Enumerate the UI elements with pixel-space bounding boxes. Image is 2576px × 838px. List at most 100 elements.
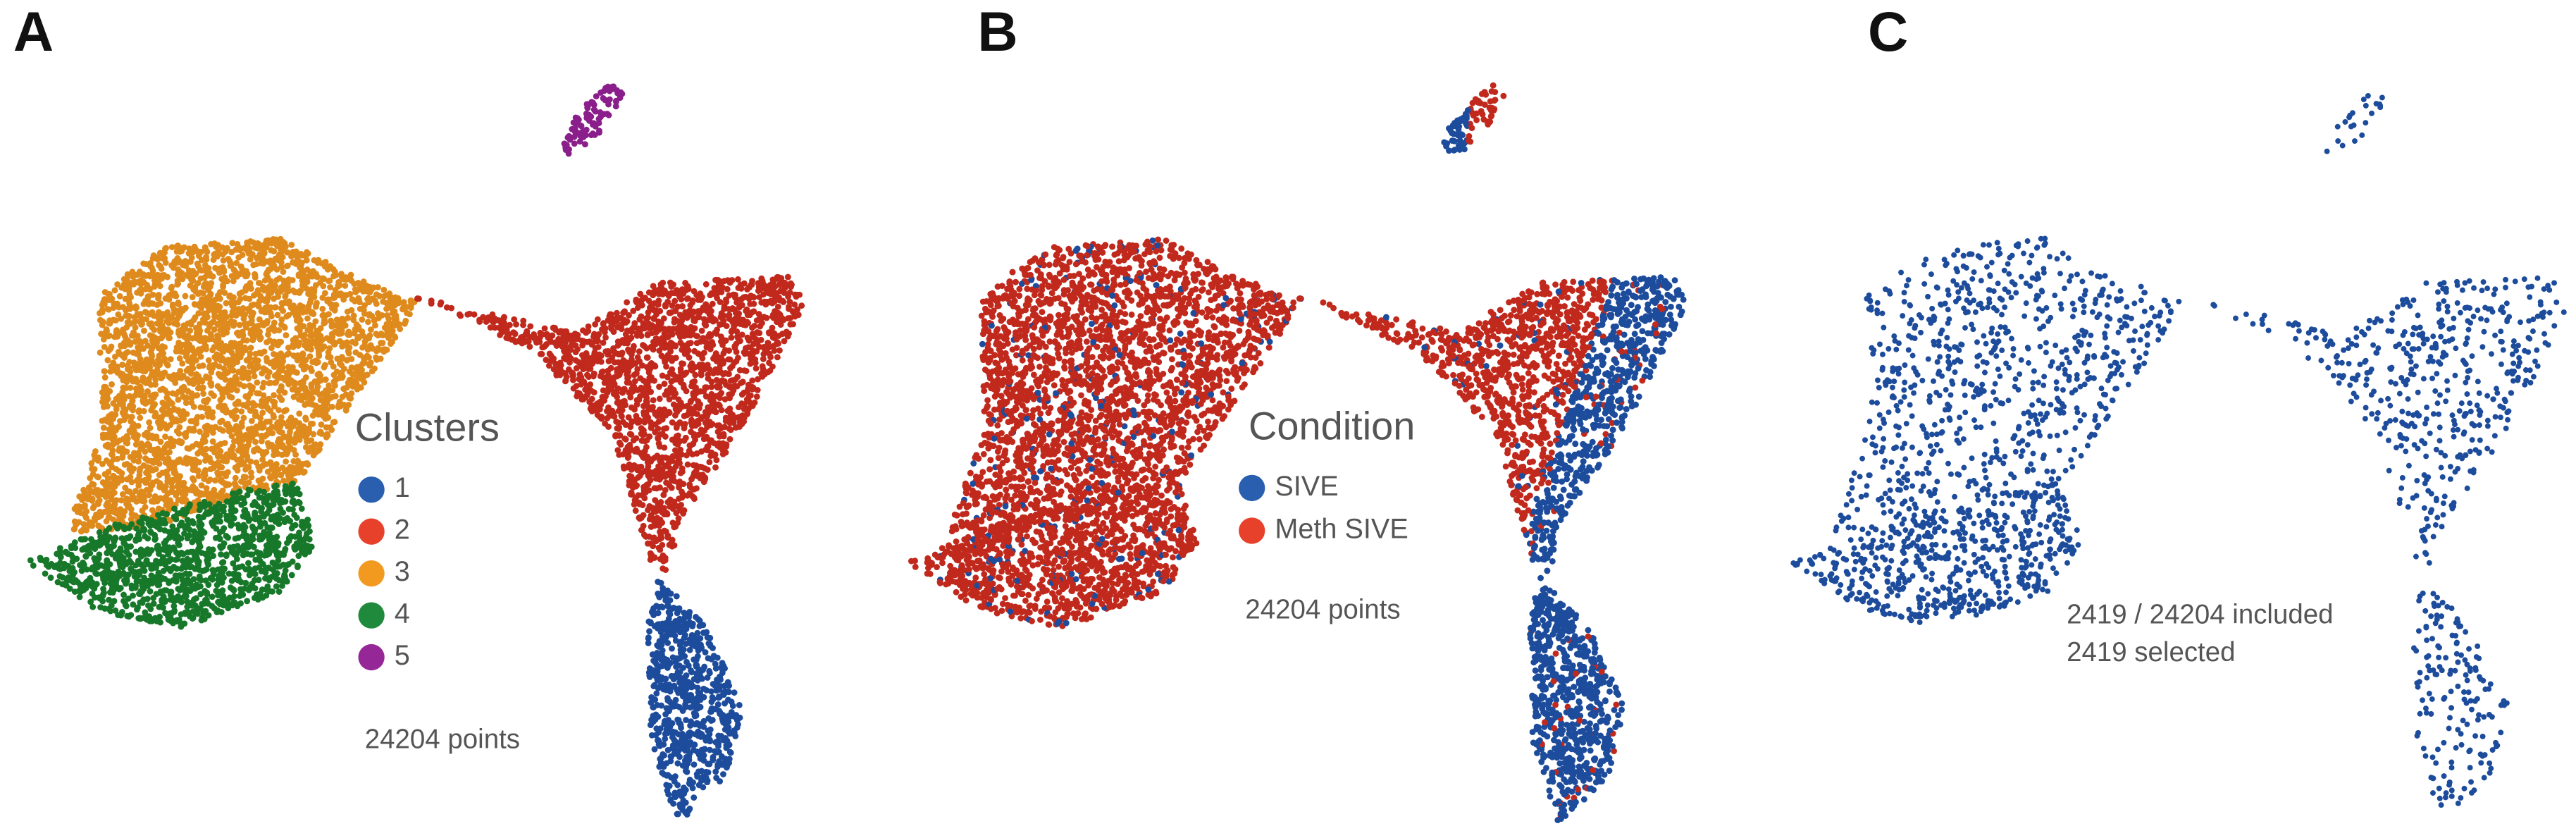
point xyxy=(264,510,271,517)
point xyxy=(201,339,208,346)
point xyxy=(227,584,234,591)
point xyxy=(197,429,203,435)
point xyxy=(129,269,136,276)
point xyxy=(187,586,194,593)
point xyxy=(317,325,324,332)
point xyxy=(310,452,317,459)
point xyxy=(165,397,172,404)
point xyxy=(194,335,201,343)
point xyxy=(99,574,106,581)
point xyxy=(262,304,269,312)
point xyxy=(89,481,96,488)
point xyxy=(264,396,271,403)
point xyxy=(124,488,131,495)
point xyxy=(250,543,257,550)
point xyxy=(110,456,117,463)
point xyxy=(215,572,222,579)
point xyxy=(282,300,288,306)
point xyxy=(271,304,278,311)
point xyxy=(249,400,256,407)
point xyxy=(185,365,192,372)
point xyxy=(141,392,148,399)
point xyxy=(259,594,266,601)
point xyxy=(147,311,154,318)
point xyxy=(210,553,217,560)
point xyxy=(139,588,146,595)
point xyxy=(396,321,402,328)
point xyxy=(94,499,101,505)
point xyxy=(211,393,217,400)
point xyxy=(219,528,226,535)
point xyxy=(95,522,102,529)
point xyxy=(290,352,297,359)
point xyxy=(91,466,98,473)
point xyxy=(690,379,697,386)
point xyxy=(197,404,204,411)
point xyxy=(207,574,214,581)
point xyxy=(163,537,170,544)
point xyxy=(275,419,282,426)
point xyxy=(223,551,230,558)
point xyxy=(283,450,290,457)
point xyxy=(338,330,345,337)
point xyxy=(154,366,161,374)
point xyxy=(112,555,119,562)
point xyxy=(166,292,173,299)
point xyxy=(97,508,104,515)
point xyxy=(158,451,165,458)
point xyxy=(69,565,76,572)
point xyxy=(150,594,157,601)
point xyxy=(278,383,285,390)
point xyxy=(275,342,281,349)
point xyxy=(100,424,107,431)
point xyxy=(82,553,89,560)
point xyxy=(312,441,319,448)
point xyxy=(666,396,673,402)
point xyxy=(200,514,207,521)
point xyxy=(340,386,347,393)
point xyxy=(245,426,252,433)
point xyxy=(111,489,118,496)
point xyxy=(151,326,158,333)
point xyxy=(259,432,266,439)
point xyxy=(104,442,111,448)
point xyxy=(297,380,304,386)
point xyxy=(267,278,274,285)
point xyxy=(250,292,257,299)
point xyxy=(383,346,390,353)
point xyxy=(291,439,298,446)
point xyxy=(244,598,251,605)
point xyxy=(213,443,220,450)
point xyxy=(123,534,130,541)
point xyxy=(378,340,385,346)
point xyxy=(219,487,226,494)
point xyxy=(144,440,151,448)
point xyxy=(340,323,347,330)
point xyxy=(270,497,277,504)
point xyxy=(235,348,242,355)
point xyxy=(252,350,259,357)
point xyxy=(328,426,335,433)
point xyxy=(177,598,184,605)
point xyxy=(391,315,398,322)
point xyxy=(101,343,108,350)
point xyxy=(149,291,156,298)
point xyxy=(135,557,142,565)
point xyxy=(753,365,760,372)
point xyxy=(265,426,272,433)
point xyxy=(256,553,263,560)
point xyxy=(325,396,332,402)
point xyxy=(280,277,287,284)
point xyxy=(247,407,254,414)
point xyxy=(767,367,774,374)
point xyxy=(167,356,174,363)
point xyxy=(209,409,216,416)
point xyxy=(268,345,275,352)
point xyxy=(123,385,130,391)
point xyxy=(184,535,191,542)
point xyxy=(245,320,252,327)
point xyxy=(227,447,234,453)
point xyxy=(179,577,186,584)
point xyxy=(296,410,303,417)
